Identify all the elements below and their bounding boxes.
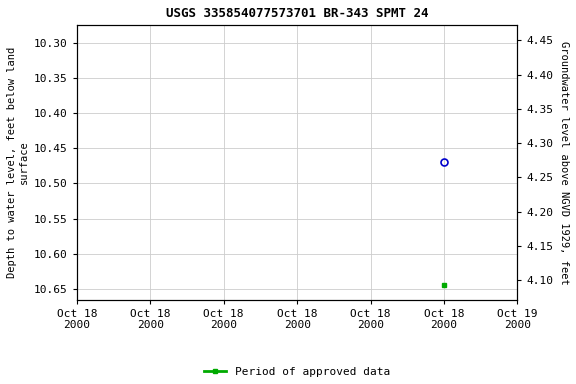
Title: USGS 335854077573701 BR-343 SPMT 24: USGS 335854077573701 BR-343 SPMT 24 (166, 7, 429, 20)
Legend: Period of approved data: Period of approved data (199, 363, 395, 382)
Y-axis label: Depth to water level, feet below land
surface: Depth to water level, feet below land su… (7, 47, 29, 278)
Y-axis label: Groundwater level above NGVD 1929, feet: Groundwater level above NGVD 1929, feet (559, 41, 569, 284)
